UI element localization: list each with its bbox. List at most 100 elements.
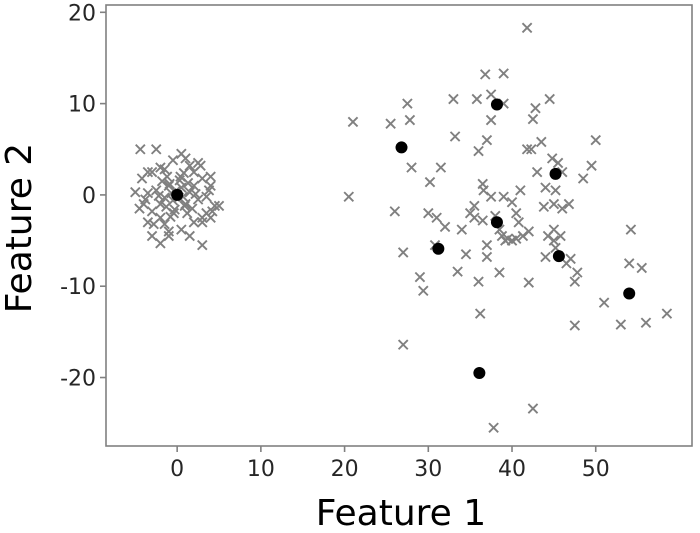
data-point-x-marker	[544, 93, 555, 105]
data-point-x-marker	[565, 253, 576, 265]
data-point-x-marker	[439, 221, 451, 233]
data-point-x-marker	[452, 266, 463, 277]
data-point-x-marker	[485, 114, 497, 126]
data-point-x-marker	[168, 207, 180, 219]
data-point-x-marker	[563, 198, 575, 210]
data-point-x-marker	[525, 143, 537, 155]
data-point-x-marker	[196, 217, 208, 228]
data-point-x-marker	[140, 194, 151, 205]
data-point-x-marker	[385, 118, 396, 129]
x-tick-label: 10	[247, 457, 275, 482]
cluster-center-point	[552, 250, 565, 263]
data-point-x-marker	[521, 22, 533, 34]
data-point-x-marker	[550, 185, 561, 196]
data-point-x-marker	[203, 185, 215, 196]
data-point-x-marker	[531, 166, 543, 178]
data-point-x-marker	[184, 186, 195, 198]
data-point-x-marker	[510, 207, 522, 219]
data-point-x-marker	[347, 116, 359, 128]
data-point-x-marker	[521, 143, 533, 155]
y-tick-label: 0	[82, 184, 96, 209]
data-point-x-marker	[135, 143, 146, 155]
data-point-x-marker	[159, 192, 170, 203]
data-point-x-marker	[460, 248, 472, 260]
y-tick-label: -10	[60, 275, 96, 300]
data-point-x-marker	[159, 164, 170, 175]
plot-frame	[105, 4, 693, 447]
data-point-x-marker	[176, 148, 187, 160]
data-point-x-marker	[548, 198, 560, 210]
data-point-x-marker	[523, 226, 535, 237]
data-point-x-marker	[523, 277, 535, 288]
data-point-x-marker	[142, 217, 154, 228]
data-point-x-marker	[423, 207, 434, 219]
data-point-x-marker	[176, 224, 187, 235]
cluster-center-point	[395, 141, 408, 154]
x-tick-label: 30	[414, 457, 442, 482]
data-point-x-marker	[536, 136, 547, 148]
data-point-x-marker	[163, 226, 175, 237]
data-point-x-marker	[130, 186, 141, 198]
data-point-x-marker	[469, 212, 480, 224]
data-point-x-marker	[163, 230, 175, 242]
data-point-x-marker	[155, 198, 166, 210]
data-point-x-marker	[153, 190, 165, 202]
data-point-x-marker	[481, 239, 493, 251]
data-point-x-marker	[473, 276, 484, 287]
data-point-x-marker	[397, 247, 409, 258]
data-point-x-marker	[205, 171, 216, 182]
data-point-x-marker	[404, 114, 416, 126]
data-point-x-marker	[590, 134, 602, 146]
data-point-x-marker	[485, 191, 497, 203]
x-tick-label: 20	[331, 457, 359, 482]
cluster-centers-series	[171, 98, 636, 379]
data-point-x-marker	[150, 143, 162, 155]
data-point-x-marker	[142, 187, 154, 199]
data-point-x-marker	[209, 200, 221, 212]
cluster-center-point	[549, 167, 562, 180]
x-tick-label: 40	[498, 457, 526, 482]
data-point-x-marker	[527, 403, 539, 414]
data-point-x-marker	[431, 212, 442, 224]
data-point-x-marker	[169, 204, 180, 215]
data-point-x-marker	[167, 154, 179, 166]
cluster-center-point	[490, 216, 503, 229]
data-point-x-marker	[640, 317, 652, 329]
data-point-x-marker	[572, 267, 583, 278]
data-point-x-marker	[623, 258, 635, 269]
y-tick-label: -20	[60, 367, 96, 392]
data-point-x-marker	[506, 196, 518, 208]
data-point-x-marker	[577, 173, 589, 184]
data-point-x-marker	[481, 251, 493, 263]
data-point-x-marker	[435, 162, 447, 173]
data-point-x-marker	[155, 238, 166, 249]
data-point-x-marker	[448, 93, 459, 105]
data-point-x-marker	[175, 171, 186, 182]
data-point-x-marker	[179, 200, 190, 212]
data-point-x-marker	[479, 69, 491, 80]
axes	[105, 4, 693, 447]
data-point-x-marker	[471, 93, 483, 105]
x-tick-label: 0	[170, 457, 184, 482]
data-points-series	[130, 22, 673, 434]
data-point-x-marker	[201, 207, 212, 219]
data-point-x-marker	[156, 175, 168, 187]
cluster-center-point	[171, 188, 184, 201]
data-point-x-marker	[569, 320, 581, 331]
data-point-x-marker	[190, 188, 201, 200]
data-point-x-marker	[146, 206, 158, 217]
data-point-x-marker	[174, 175, 185, 186]
data-point-x-marker	[469, 200, 480, 212]
data-point-x-marker	[213, 200, 225, 212]
data-point-x-marker	[343, 191, 355, 203]
data-point-x-marker	[474, 308, 486, 319]
data-point-x-marker	[192, 194, 204, 205]
data-point-x-marker	[661, 308, 673, 319]
data-point-x-marker	[527, 113, 539, 125]
data-point-x-marker	[569, 276, 581, 287]
data-point-x-marker	[192, 157, 204, 169]
data-point-x-marker	[397, 339, 409, 350]
data-point-x-marker	[155, 212, 166, 224]
data-point-x-marker	[498, 191, 509, 203]
